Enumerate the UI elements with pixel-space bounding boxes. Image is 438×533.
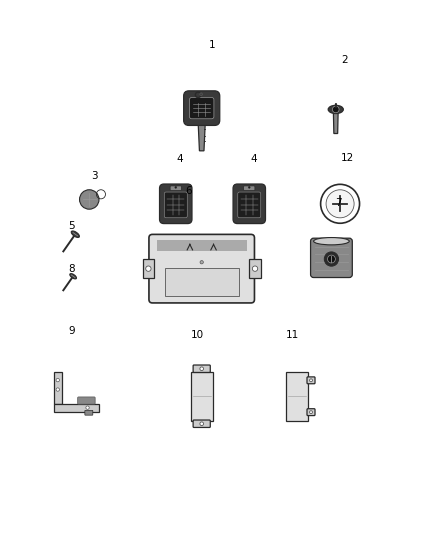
FancyBboxPatch shape bbox=[164, 192, 187, 218]
Circle shape bbox=[326, 190, 354, 218]
FancyBboxPatch shape bbox=[54, 403, 99, 411]
Circle shape bbox=[328, 255, 336, 263]
Circle shape bbox=[80, 190, 99, 209]
Circle shape bbox=[175, 187, 177, 188]
FancyBboxPatch shape bbox=[159, 184, 192, 223]
Circle shape bbox=[310, 379, 312, 382]
Text: 4: 4 bbox=[177, 154, 184, 164]
Circle shape bbox=[324, 252, 339, 266]
FancyBboxPatch shape bbox=[149, 235, 254, 303]
Text: 5: 5 bbox=[68, 221, 74, 231]
FancyBboxPatch shape bbox=[190, 98, 214, 119]
FancyBboxPatch shape bbox=[307, 377, 315, 384]
FancyBboxPatch shape bbox=[233, 184, 265, 223]
Circle shape bbox=[86, 406, 89, 409]
FancyBboxPatch shape bbox=[311, 238, 352, 278]
Circle shape bbox=[248, 187, 250, 188]
Circle shape bbox=[200, 261, 203, 264]
Circle shape bbox=[56, 388, 60, 391]
Circle shape bbox=[335, 104, 336, 105]
Circle shape bbox=[56, 378, 60, 382]
Polygon shape bbox=[198, 117, 205, 151]
Text: 7: 7 bbox=[335, 198, 341, 208]
Text: 3: 3 bbox=[91, 171, 98, 181]
FancyBboxPatch shape bbox=[193, 420, 210, 427]
Circle shape bbox=[200, 367, 204, 370]
Text: 1: 1 bbox=[209, 41, 216, 50]
FancyBboxPatch shape bbox=[193, 365, 210, 373]
FancyBboxPatch shape bbox=[170, 186, 181, 190]
Text: 4: 4 bbox=[250, 154, 257, 164]
Text: 11: 11 bbox=[286, 330, 299, 340]
Ellipse shape bbox=[71, 231, 79, 238]
Ellipse shape bbox=[328, 106, 343, 114]
FancyBboxPatch shape bbox=[244, 186, 255, 190]
Text: 10: 10 bbox=[191, 330, 204, 340]
Text: 6: 6 bbox=[185, 187, 192, 197]
Text: 2: 2 bbox=[341, 55, 348, 66]
Text: 9: 9 bbox=[69, 326, 75, 336]
Polygon shape bbox=[333, 112, 338, 134]
Bar bbox=[165, 268, 239, 296]
Text: 12: 12 bbox=[341, 153, 354, 163]
Ellipse shape bbox=[314, 238, 349, 245]
FancyBboxPatch shape bbox=[238, 192, 261, 218]
FancyBboxPatch shape bbox=[307, 409, 315, 416]
FancyBboxPatch shape bbox=[78, 397, 95, 404]
Bar bbox=[249, 260, 261, 278]
Bar bbox=[143, 260, 154, 278]
FancyBboxPatch shape bbox=[85, 410, 93, 415]
Circle shape bbox=[332, 106, 339, 113]
Circle shape bbox=[200, 422, 204, 425]
Bar bbox=[286, 372, 308, 421]
Circle shape bbox=[146, 266, 151, 271]
Circle shape bbox=[252, 266, 258, 271]
Bar bbox=[157, 240, 247, 251]
Ellipse shape bbox=[70, 273, 77, 279]
FancyBboxPatch shape bbox=[54, 372, 62, 403]
FancyBboxPatch shape bbox=[184, 91, 220, 125]
Text: 8: 8 bbox=[68, 264, 74, 274]
Circle shape bbox=[310, 411, 312, 414]
Bar bbox=[191, 372, 213, 421]
